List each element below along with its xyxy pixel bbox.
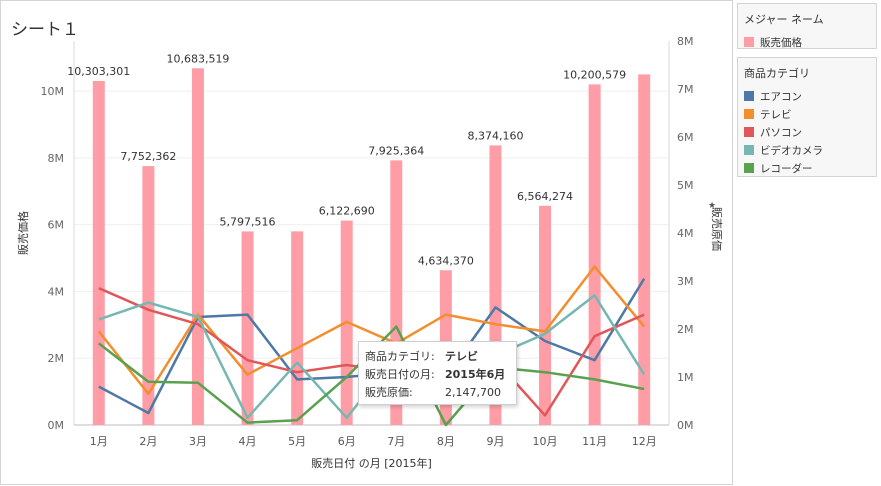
right-axis-title: 販売原価 bbox=[710, 207, 723, 251]
bar-data-label: 6,122,690 bbox=[319, 205, 375, 218]
tooltip-row-category: 商品カテゴリ: テレビ bbox=[365, 347, 510, 365]
legend-item-aircon[interactable]: エアコン bbox=[738, 87, 876, 105]
pin-icon: ★ bbox=[708, 201, 716, 211]
right-tick-label: 2M bbox=[677, 323, 694, 336]
tooltip-label: 販売原価: bbox=[365, 386, 413, 399]
tooltip-value: テレビ bbox=[445, 350, 478, 363]
series-line bbox=[97, 265, 646, 396]
x-tick-label: 3月 bbox=[189, 435, 207, 448]
right-tick-label: 1M bbox=[677, 371, 694, 384]
tooltip-value: 2015年6月 bbox=[445, 368, 506, 381]
x-tick-label: 12月 bbox=[632, 435, 657, 448]
bar-data-label: 8,374,160 bbox=[467, 129, 523, 142]
legend-swatch bbox=[744, 145, 754, 155]
bar bbox=[142, 166, 155, 425]
tooltip: 商品カテゴリ: テレビ 販売日付の月: 2015年6月 販売原価: 2,147,… bbox=[358, 341, 517, 405]
x-tick-label: 7月 bbox=[387, 435, 405, 448]
x-tick-label: 1月 bbox=[90, 435, 108, 448]
legend-item-recorder[interactable]: レコーダー bbox=[738, 159, 876, 177]
left-tick-label: 8M bbox=[48, 152, 65, 165]
chart[interactable]: 0M 2M 4M 6M 8M 10M 0M 1M 2M 3M 4M 5M 6M 7M 8M 10,303,30… bbox=[1, 1, 734, 486]
legend-item-tv[interactable]: テレビ bbox=[738, 105, 876, 123]
legend-item-pc[interactable]: パソコン bbox=[738, 123, 876, 141]
x-tick-label: 9月 bbox=[486, 435, 504, 448]
bar-data-label: 4,634,370 bbox=[418, 254, 474, 267]
sheet-title: シート１ bbox=[11, 20, 79, 40]
bar-data-label: 10,683,519 bbox=[166, 52, 229, 65]
measure-legend-title: メジャー ネーム bbox=[744, 13, 824, 26]
x-tick-label: 11月 bbox=[582, 435, 607, 448]
legend-label: レコーダー bbox=[760, 162, 813, 175]
worksheet: シート１ 0M 2M 4M 6M 8M 10M 0M 1M 2M 3M 4M 5M 6M 7M 8M 10,3… bbox=[0, 0, 733, 485]
legend-swatch bbox=[744, 91, 754, 101]
tooltip-label: 商品カテゴリ: bbox=[365, 350, 435, 363]
right-tick-label: 4M bbox=[677, 227, 694, 240]
left-tick-label: 0M bbox=[48, 419, 65, 432]
x-tick-label: 2月 bbox=[139, 435, 157, 448]
x-tick-label: 10月 bbox=[533, 435, 558, 448]
right-tick-label: 7M bbox=[677, 83, 694, 96]
legend-item-sales-price[interactable]: 販売価格 bbox=[738, 33, 876, 51]
bar bbox=[241, 231, 254, 425]
bar bbox=[92, 80, 105, 425]
legend-swatch bbox=[744, 127, 754, 137]
legend-swatch bbox=[744, 163, 754, 173]
legend-label: ビデオカメラ bbox=[760, 144, 823, 157]
left-tick-label: 10M bbox=[41, 85, 65, 98]
right-tick-label: 8M bbox=[677, 35, 694, 48]
left-tick-label: 6M bbox=[48, 219, 65, 232]
bar-data-label: 10,303,301 bbox=[67, 65, 130, 78]
bar bbox=[291, 231, 304, 425]
bar-data-label: 10,200,579 bbox=[563, 68, 626, 81]
legend-item-video-camera[interactable]: ビデオカメラ bbox=[738, 141, 876, 159]
left-tick-label: 4M bbox=[48, 285, 65, 298]
legend-label: 販売価格 bbox=[760, 36, 802, 49]
legend-label: テレビ bbox=[760, 108, 792, 121]
x-tick-label: 8月 bbox=[437, 435, 455, 448]
right-tick-label: 5M bbox=[677, 179, 694, 192]
tooltip-row-cost: 販売原価: 2,147,700 bbox=[365, 383, 510, 401]
tooltip-row-month: 販売日付の月: 2015年6月 bbox=[365, 365, 510, 383]
x-tick-label: 6月 bbox=[338, 435, 356, 448]
category-legend: 商品カテゴリ エアコン テレビ パソコン ビデオカメラ レコーダー bbox=[737, 57, 877, 177]
bar bbox=[539, 205, 552, 425]
right-tick-label: 3M bbox=[677, 275, 694, 288]
bar bbox=[191, 68, 204, 425]
category-legend-title: 商品カテゴリ bbox=[744, 67, 810, 80]
legend-label: エアコン bbox=[760, 90, 802, 103]
legend-swatch bbox=[744, 37, 754, 47]
bar-data-label: 7,752,362 bbox=[120, 150, 176, 163]
tooltip-label: 販売日付の月: bbox=[365, 368, 435, 381]
bar bbox=[638, 74, 651, 426]
left-tick-label: 2M bbox=[48, 352, 65, 365]
legend-swatch bbox=[744, 109, 754, 119]
bar-data-label: 5,797,516 bbox=[220, 215, 276, 228]
right-tick-label: 6M bbox=[677, 131, 694, 144]
x-tick-label: 5月 bbox=[288, 435, 306, 448]
tooltip-value: 2,147,700 bbox=[445, 385, 501, 399]
bar bbox=[588, 84, 601, 426]
right-tick-label: 0M bbox=[677, 419, 694, 432]
x-tick-label: 4月 bbox=[239, 435, 257, 448]
left-axis-title: 販売価格 bbox=[16, 211, 30, 255]
legend-label: パソコン bbox=[760, 126, 802, 139]
measure-legend: メジャー ネーム 販売価格 bbox=[737, 3, 877, 49]
bar-data-label: 6,564,274 bbox=[517, 190, 573, 203]
x-axis-title: 販売日付 の月 [2015年] bbox=[311, 456, 432, 470]
bar-data-label: 7,925,364 bbox=[368, 144, 424, 157]
